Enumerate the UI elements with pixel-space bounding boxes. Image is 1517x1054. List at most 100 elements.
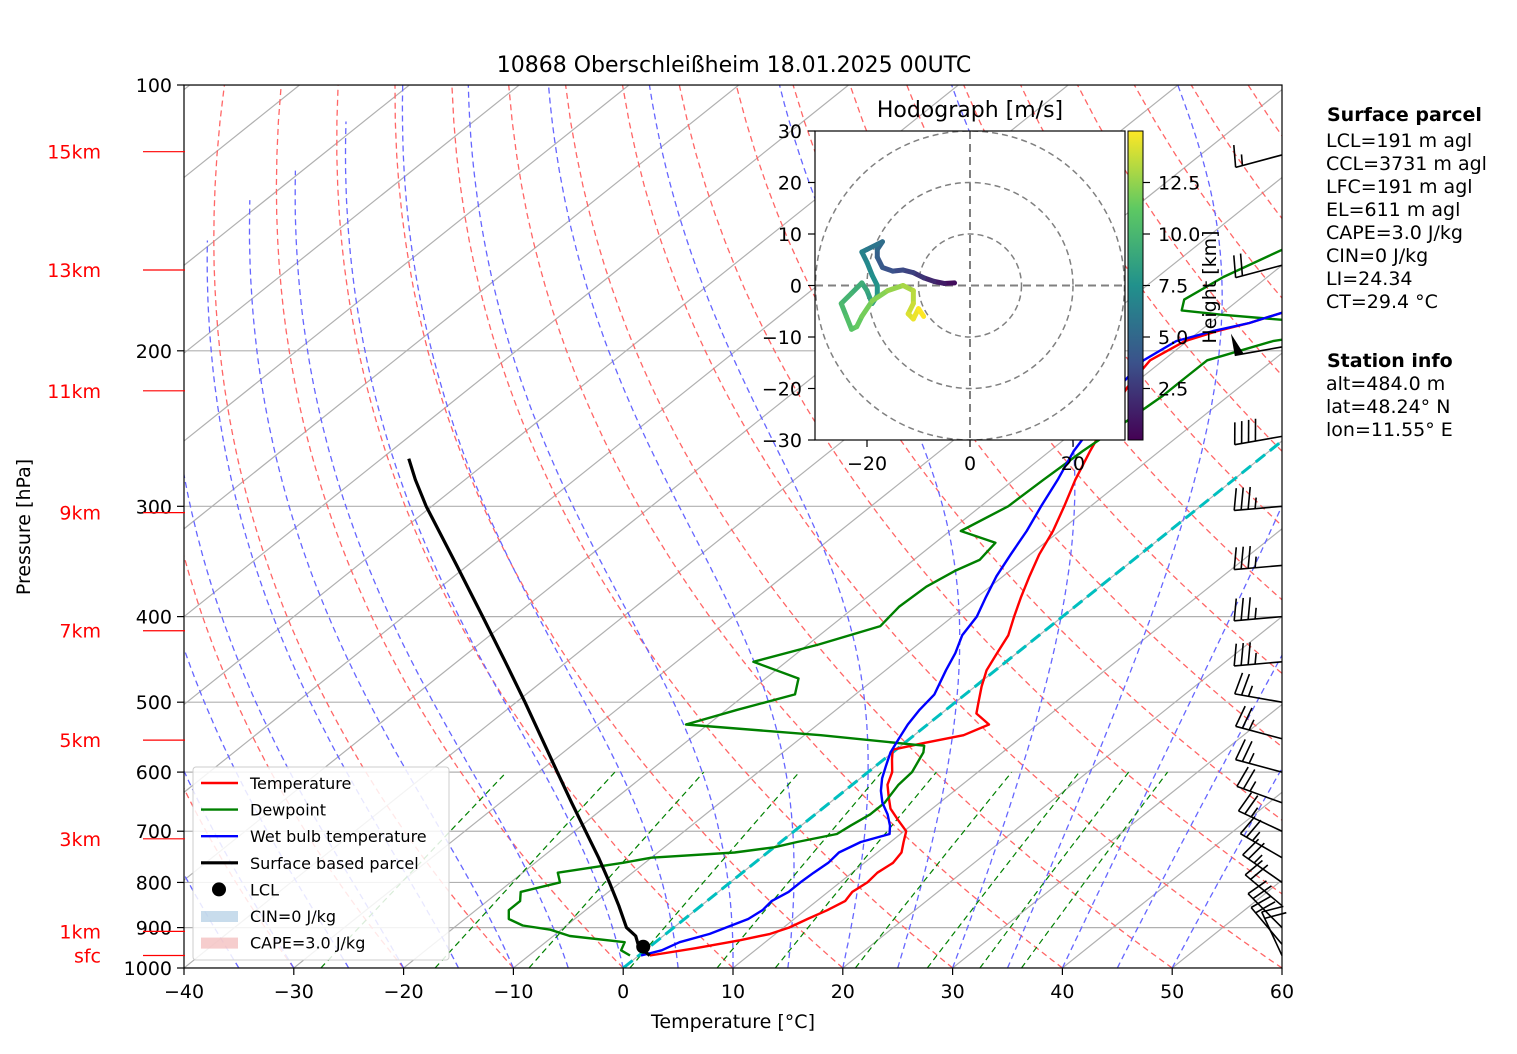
sounding-lines bbox=[407, 248, 1282, 957]
dry-adiabat-line bbox=[275, 85, 624, 968]
surface-parcel-line: CAPE=3.0 J/kg bbox=[1326, 222, 1463, 244]
wind-barb bbox=[1244, 859, 1283, 907]
colorbar-ticks: 2.5 5.0 7.5 10.0 12.5 bbox=[1143, 173, 1200, 401]
x-tick-label: 60 bbox=[1270, 981, 1294, 1003]
hodograph-segment bbox=[869, 288, 891, 304]
wind-barb-full bbox=[1242, 838, 1260, 856]
x-tick-label: 10 bbox=[721, 981, 745, 1003]
wind-barb-full bbox=[1247, 546, 1251, 569]
wind-barb-full bbox=[1247, 842, 1265, 860]
mixing-ratio-line bbox=[716, 771, 882, 968]
wind-barb-full bbox=[1244, 859, 1263, 876]
station-info-line: lon=11.55° E bbox=[1326, 419, 1453, 441]
wind-barb-half bbox=[1254, 497, 1257, 509]
wind-barb-staff bbox=[1234, 564, 1283, 571]
wind-barb bbox=[1234, 739, 1283, 773]
wind-barb-full bbox=[1255, 901, 1276, 914]
y-tick-label: 200 bbox=[136, 341, 172, 363]
surface-parcel-line: LCL=191 m agl bbox=[1326, 130, 1472, 152]
wind-barb-full bbox=[1233, 598, 1238, 621]
wind-barb-half bbox=[1251, 831, 1261, 842]
wind-barb-full bbox=[1250, 864, 1269, 880]
hodograph-y-tick-label: 20 bbox=[778, 173, 802, 195]
wind-barb bbox=[1233, 642, 1283, 667]
lcl-marker bbox=[636, 939, 651, 954]
colorbar-tick-label: 2.5 bbox=[1158, 379, 1188, 401]
y-tick-label: 400 bbox=[136, 607, 172, 629]
moist-adiabat-line bbox=[950, 85, 1076, 968]
wind-barb bbox=[1233, 418, 1283, 446]
wind-barb-half bbox=[1247, 685, 1254, 697]
height-label: 13km bbox=[47, 260, 101, 282]
legend-label: Dewpoint bbox=[250, 801, 326, 820]
wind-barb-full bbox=[1239, 253, 1244, 276]
wind-barb-pennant bbox=[1230, 333, 1244, 356]
wind-barb-staff bbox=[1234, 615, 1283, 622]
y-tick-label: 500 bbox=[136, 692, 172, 714]
dry-adiabat-line bbox=[1020, 85, 1282, 453]
wind-barb-full bbox=[1240, 546, 1245, 570]
hodograph-x-tick-label: 0 bbox=[964, 453, 976, 475]
wind-barb-full bbox=[1247, 880, 1267, 895]
wind-barb-full bbox=[1247, 486, 1251, 510]
wind-barb-full bbox=[1234, 705, 1246, 727]
wind-barb-staff bbox=[1234, 435, 1283, 446]
moist-adiabat-line bbox=[1061, 504, 1282, 968]
dry-adiabat-line bbox=[213, 85, 514, 968]
wind-barb-staff bbox=[1260, 911, 1283, 956]
mixing-ratio-line bbox=[926, 771, 1080, 968]
legend-patch-swatch bbox=[201, 911, 238, 922]
wind-barb bbox=[1260, 905, 1287, 956]
surface-parcel-line: EL=611 m agl bbox=[1326, 199, 1460, 221]
wind-barb-staff bbox=[1235, 264, 1283, 279]
isotherm-line bbox=[184, 85, 521, 354]
station-info-heading: Station info bbox=[1327, 350, 1453, 372]
x-tick-label: −10 bbox=[493, 981, 533, 1003]
station-info-line: lat=48.24° N bbox=[1326, 396, 1450, 418]
wind-barb-staff bbox=[1235, 725, 1283, 740]
y-axis-ticks: 100 200 300 400 500 600 700 800 900 1000 bbox=[124, 75, 184, 980]
legend-label: LCL bbox=[250, 880, 279, 899]
legend-label: Wet bulb temperature bbox=[250, 827, 427, 846]
y-tick-label: 900 bbox=[136, 918, 172, 940]
mixing-ratio-line bbox=[774, 771, 937, 968]
isotherm-line bbox=[184, 85, 630, 442]
legend-label: CIN=0 J/kg bbox=[250, 907, 336, 926]
wind-barb-half bbox=[1254, 607, 1257, 620]
isotherm-line bbox=[402, 264, 1282, 968]
mixing-ratio-line bbox=[1021, 771, 1169, 968]
isotherm-line bbox=[841, 615, 1282, 968]
wind-barb-staff bbox=[1250, 906, 1283, 945]
height-label: 15km bbox=[47, 142, 101, 164]
dry-adiabat-line bbox=[184, 553, 405, 968]
y-tick-label: 1000 bbox=[124, 958, 172, 980]
height-label: 11km bbox=[47, 381, 101, 403]
wind-barb-full bbox=[1233, 672, 1244, 695]
moist-adiabat-line bbox=[401, 85, 679, 968]
moist-adiabat-line bbox=[344, 121, 624, 968]
x-axis-label: Temperature [°C] bbox=[650, 1011, 815, 1033]
mixing-ratio-line bbox=[528, 771, 705, 968]
x-tick-label: −20 bbox=[384, 981, 424, 1003]
wind-barb-staff bbox=[1234, 505, 1283, 512]
mixing-ratio-line bbox=[629, 771, 800, 968]
y-tick-label: 700 bbox=[136, 821, 172, 843]
x-tick-label: 0 bbox=[617, 981, 629, 1003]
hodograph: 30 20 10 0 −10 −20 −30 −20 0 20 Hodograph [m/s] 2… bbox=[762, 98, 1221, 475]
wind-barb-half bbox=[1254, 652, 1257, 665]
isotherm-line bbox=[292, 176, 1282, 968]
isotherm-line bbox=[184, 85, 850, 618]
hodograph-y-tick-label: −20 bbox=[762, 379, 802, 401]
moist-adiabat-line bbox=[184, 646, 350, 968]
wind-barb-full bbox=[1237, 792, 1253, 812]
moist-adiabat-line bbox=[1116, 653, 1282, 968]
y-tick-label: 100 bbox=[136, 75, 172, 97]
wind-barb-half bbox=[1248, 752, 1255, 764]
legend-label: Surface based parcel bbox=[250, 854, 419, 873]
station-info-line: alt=484.0 m bbox=[1326, 373, 1445, 395]
wind-barb-half bbox=[1240, 154, 1244, 166]
legend-label: CAPE=3.0 J/kg bbox=[250, 934, 365, 953]
wind-barb-full bbox=[1247, 642, 1251, 665]
moist-adiabat-line bbox=[547, 85, 795, 968]
